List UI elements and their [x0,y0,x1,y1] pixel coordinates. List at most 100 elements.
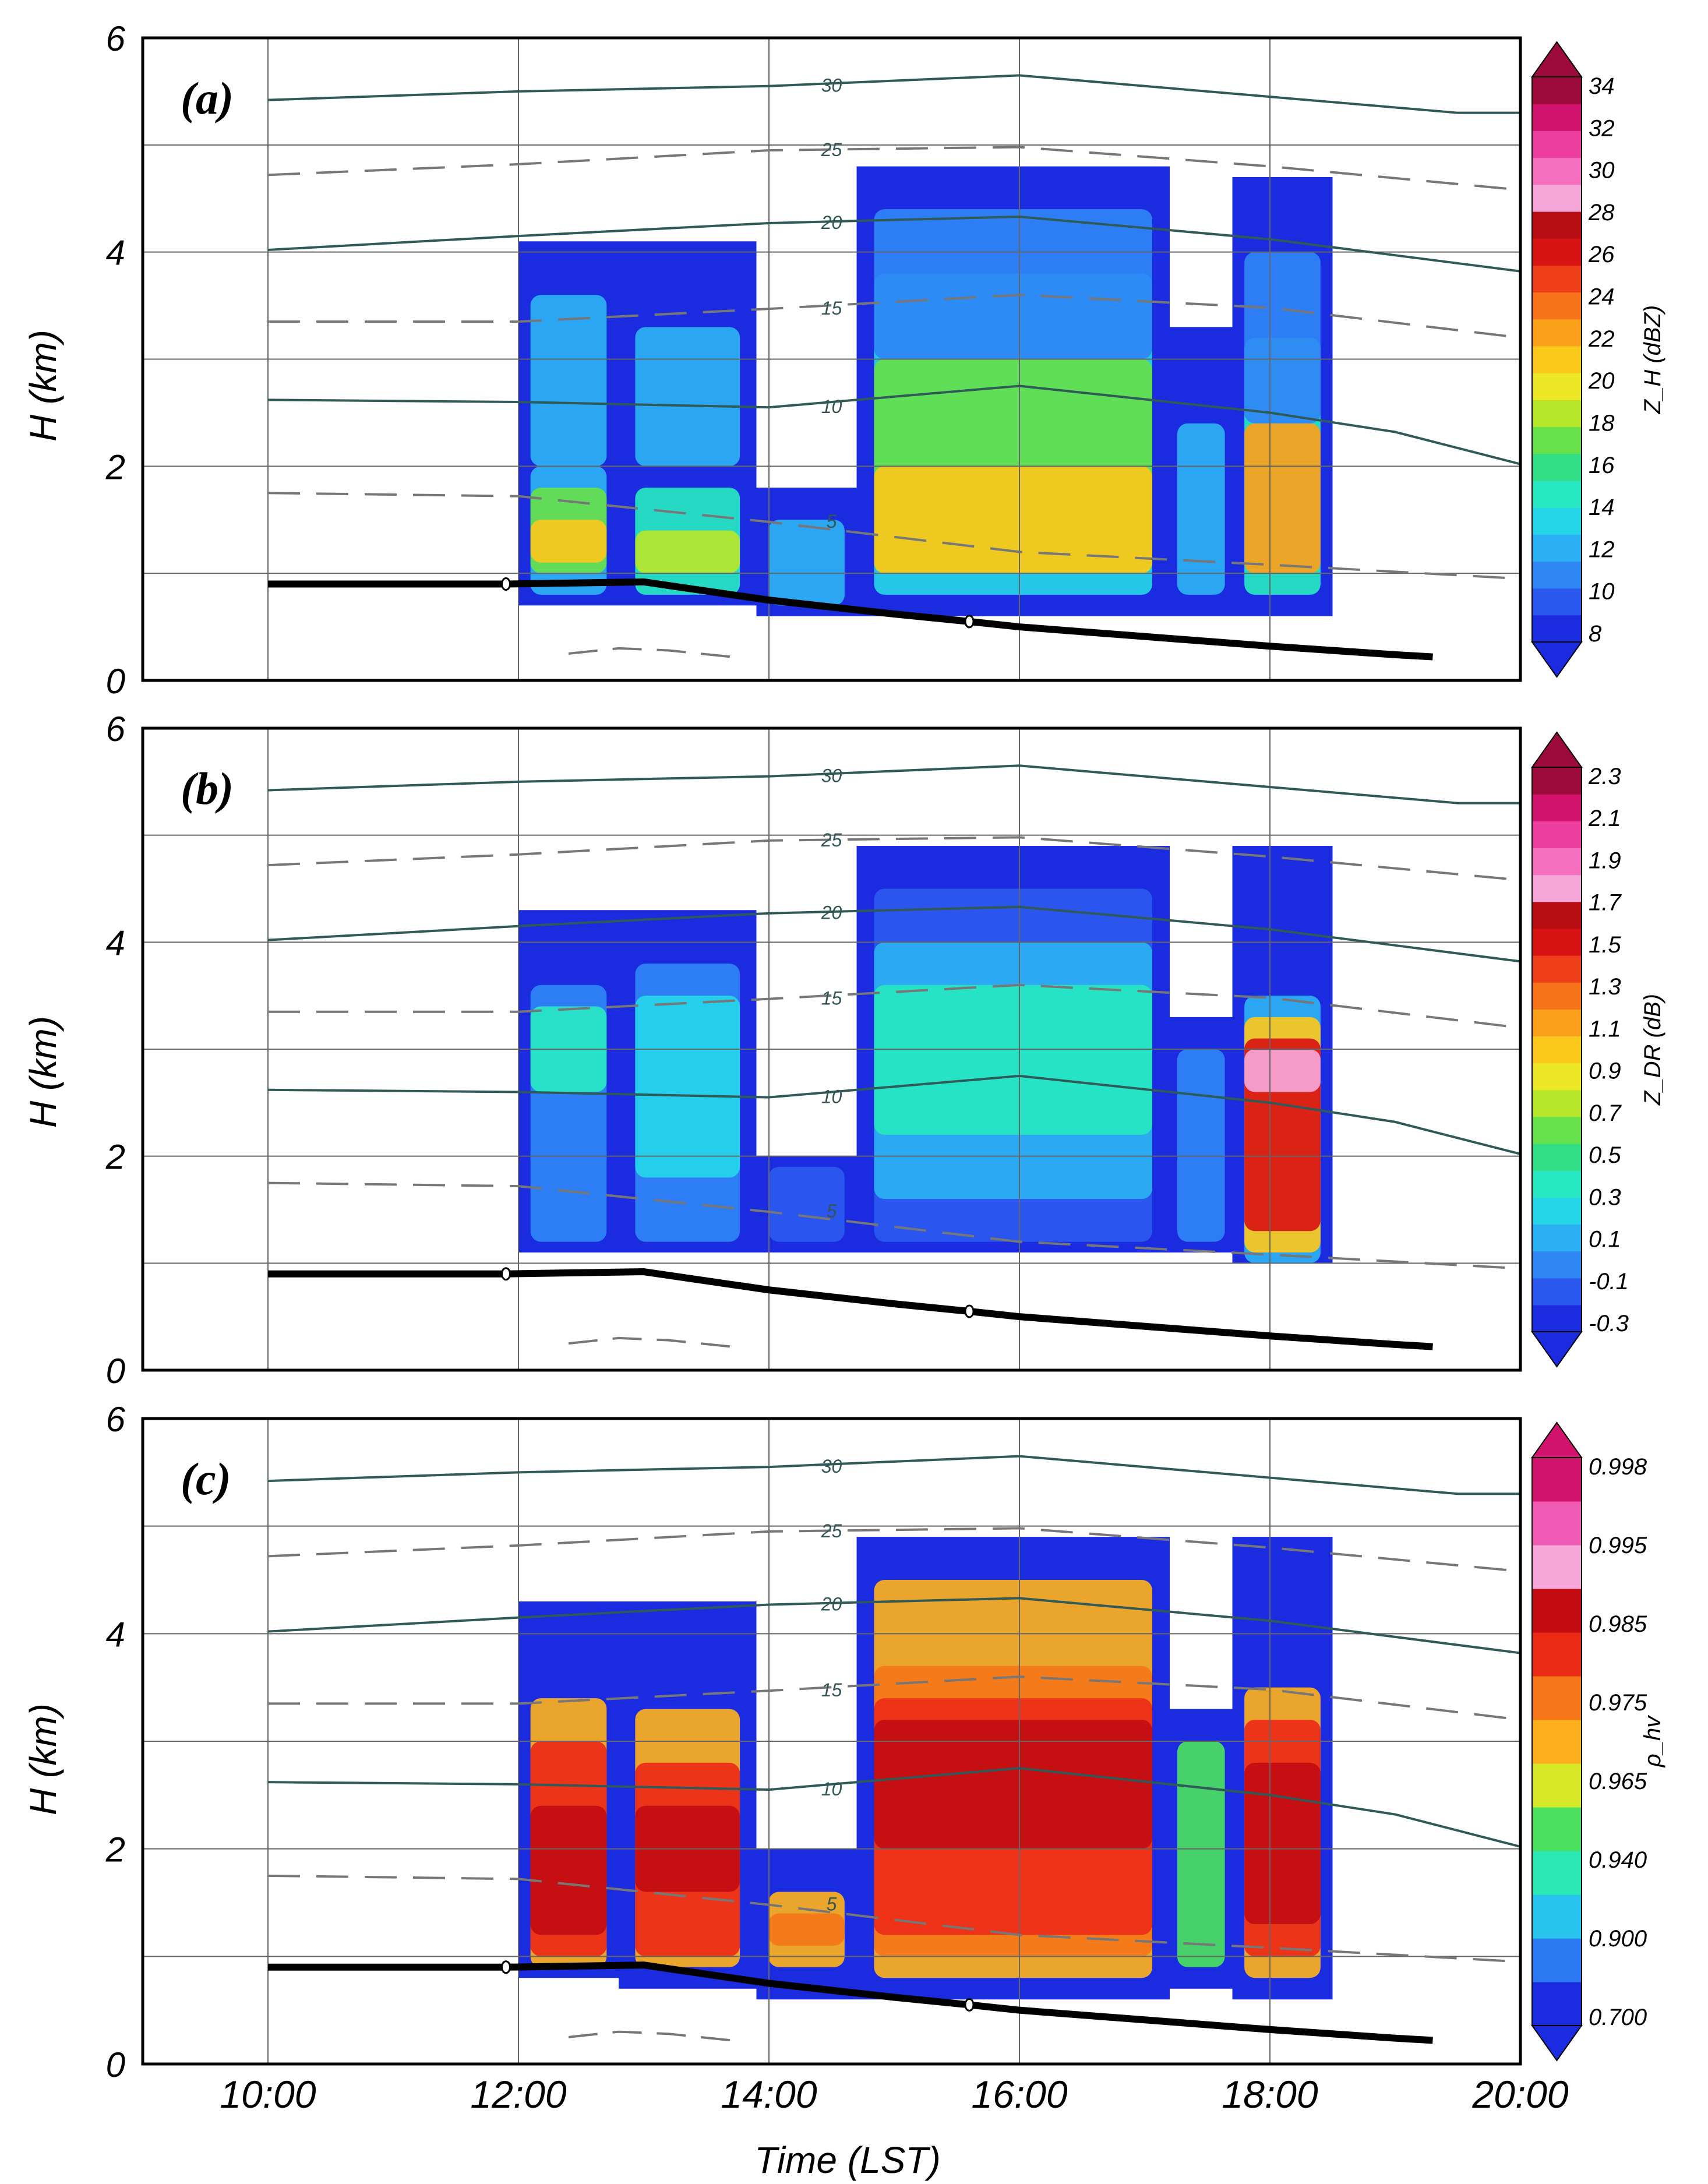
y-axis-title-b: H (km) [22,1016,64,1128]
colorbar-segment [1532,507,1582,535]
colorbar-segment [1532,319,1582,347]
colorbar-tick-label: 18 [1589,410,1615,436]
temperature-contour [267,764,1520,805]
colorbar-segment [1532,848,1582,876]
plot-frame [141,726,1522,1372]
colorbar-tick-label: 1.7 [1589,890,1622,916]
colorbar-segment [1532,1807,1582,1851]
colorbar-segment [1532,426,1582,454]
colorbar-segment [1532,1116,1582,1144]
colorbar-segment [1532,1676,1582,1720]
colorbar-segment [1532,1278,1582,1306]
colorbar-arrow-top [1531,41,1583,77]
colorbar-segment [1532,1036,1582,1064]
colorbar-segment [1532,373,1582,400]
contour-label: 30 [821,75,842,96]
x-tick-label: 18:00 [1222,2073,1318,2116]
colorbar-tick-label: 0.995 [1589,1533,1647,1558]
axis-labels-layer: H (km) H (km) H (km) Time (LST) [22,330,941,2181]
colorbar-frame [1531,76,1582,643]
temperature-contour [267,1181,1521,1270]
colorbar-segment [1532,1632,1582,1677]
colorbar: 0.998 0.995 0.985 0.975 0.965 0.940 0.900 0.700… [1531,1421,1665,2062]
colorbar-segment [1532,928,1582,956]
colorbar-segment [1532,130,1582,158]
colorbar-tick-label: 28 [1588,200,1615,225]
temperature-contour [267,215,1521,273]
y-tick-label: 2 [105,447,125,486]
y-tick-label: 6 [106,710,126,749]
contour-label: 25 [821,139,842,160]
colorbar-tick-label: 0.975 [1589,1690,1647,1716]
colorbar-segment [1532,794,1582,821]
temperature-contour [267,1874,1521,1963]
temperature-contour [267,1597,1521,1654]
colorbar-tick-label: 0.700 [1589,2005,1647,2030]
y-tick-label: 0 [106,1352,125,1391]
contour-label: 5 [827,511,837,532]
thick-line [268,1961,1433,2044]
colorbar-segment [1532,345,1582,373]
field-level [874,466,1152,574]
colorbar-segment [1532,1144,1582,1171]
contour-label: 5 [827,1201,837,1222]
colorbar-arrow-top [1531,1421,1583,1458]
field-level [1177,1741,1225,1967]
plot-frame [141,36,1522,682]
colorbar-segment [1532,1063,1582,1091]
colorbar-tick-label: 8 [1589,621,1602,647]
colorbar-tick-label: 1.1 [1589,1016,1621,1042]
temperature-contour [267,1527,1521,1573]
colorbar-segment [1532,767,1582,795]
colorbar-segment [1532,211,1582,239]
colorbar-arrow-top [1531,731,1583,768]
colorbar-tick-label: 1.9 [1589,848,1621,873]
short-dashed-segment [568,647,732,658]
field-level [768,1913,845,1946]
contour-label: 15 [821,298,842,319]
y-tick-label: 0 [106,2045,125,2084]
colorbar-tick-label: 0.3 [1589,1184,1621,1210]
thick-line [268,1268,1433,1350]
colorbar-segment [1532,400,1582,428]
x-tick-label: 16:00 [971,2073,1067,2116]
panel-label: (a) [181,73,234,124]
y-tick-label: 4 [106,234,125,273]
panel-2: 30 25 20 15 10 5 0 2 4 6 (b) 2.3 2.1 1.9 1.7 1.5 1.3 1.1 0… [105,710,1665,1391]
field-level [874,985,1152,1135]
colorbar-segment [1532,982,1582,1010]
thick-line-marker [964,615,975,629]
colorbar-segment [1532,1251,1582,1279]
x-tick-label: 14:00 [721,2073,817,2116]
thick-line-marker [501,1267,511,1281]
colorbar-tick-label: 20 [1588,368,1615,394]
y-tick-label: 4 [106,1615,125,1654]
x-tick-label: 10:00 [220,2073,316,2116]
temperature-contour [268,294,1521,339]
colorbar-segment [1532,453,1582,481]
contour-label: 10 [821,1086,842,1107]
colorbar-segment [1532,77,1582,104]
colorbar-tick-label: 30 [1589,158,1615,184]
colorbar-title: Z_H (dBZ) [1640,305,1665,415]
contour-label: 25 [821,830,842,851]
short-dashed-segment [568,2030,732,2042]
plot-frame [141,1417,1522,2066]
colorbar-segment [1532,1170,1582,1198]
field-level [635,530,740,574]
colorbar-segment [1532,1720,1582,1764]
temperature-contour [267,74,1520,114]
colorbar-segment [1532,1009,1582,1037]
field-level [1244,252,1321,424]
colorbar-segment [1532,238,1582,266]
field-level [874,1720,1152,1849]
colorbar-segment [1532,1545,1582,1589]
colorbar-segment [1532,1458,1582,1502]
colorbar-segment [1532,534,1582,562]
colorbar-segment [1532,874,1582,902]
temperature-contour [268,983,1521,1029]
field-level [530,1805,607,1935]
colorbar-frame [1531,1457,1582,2026]
